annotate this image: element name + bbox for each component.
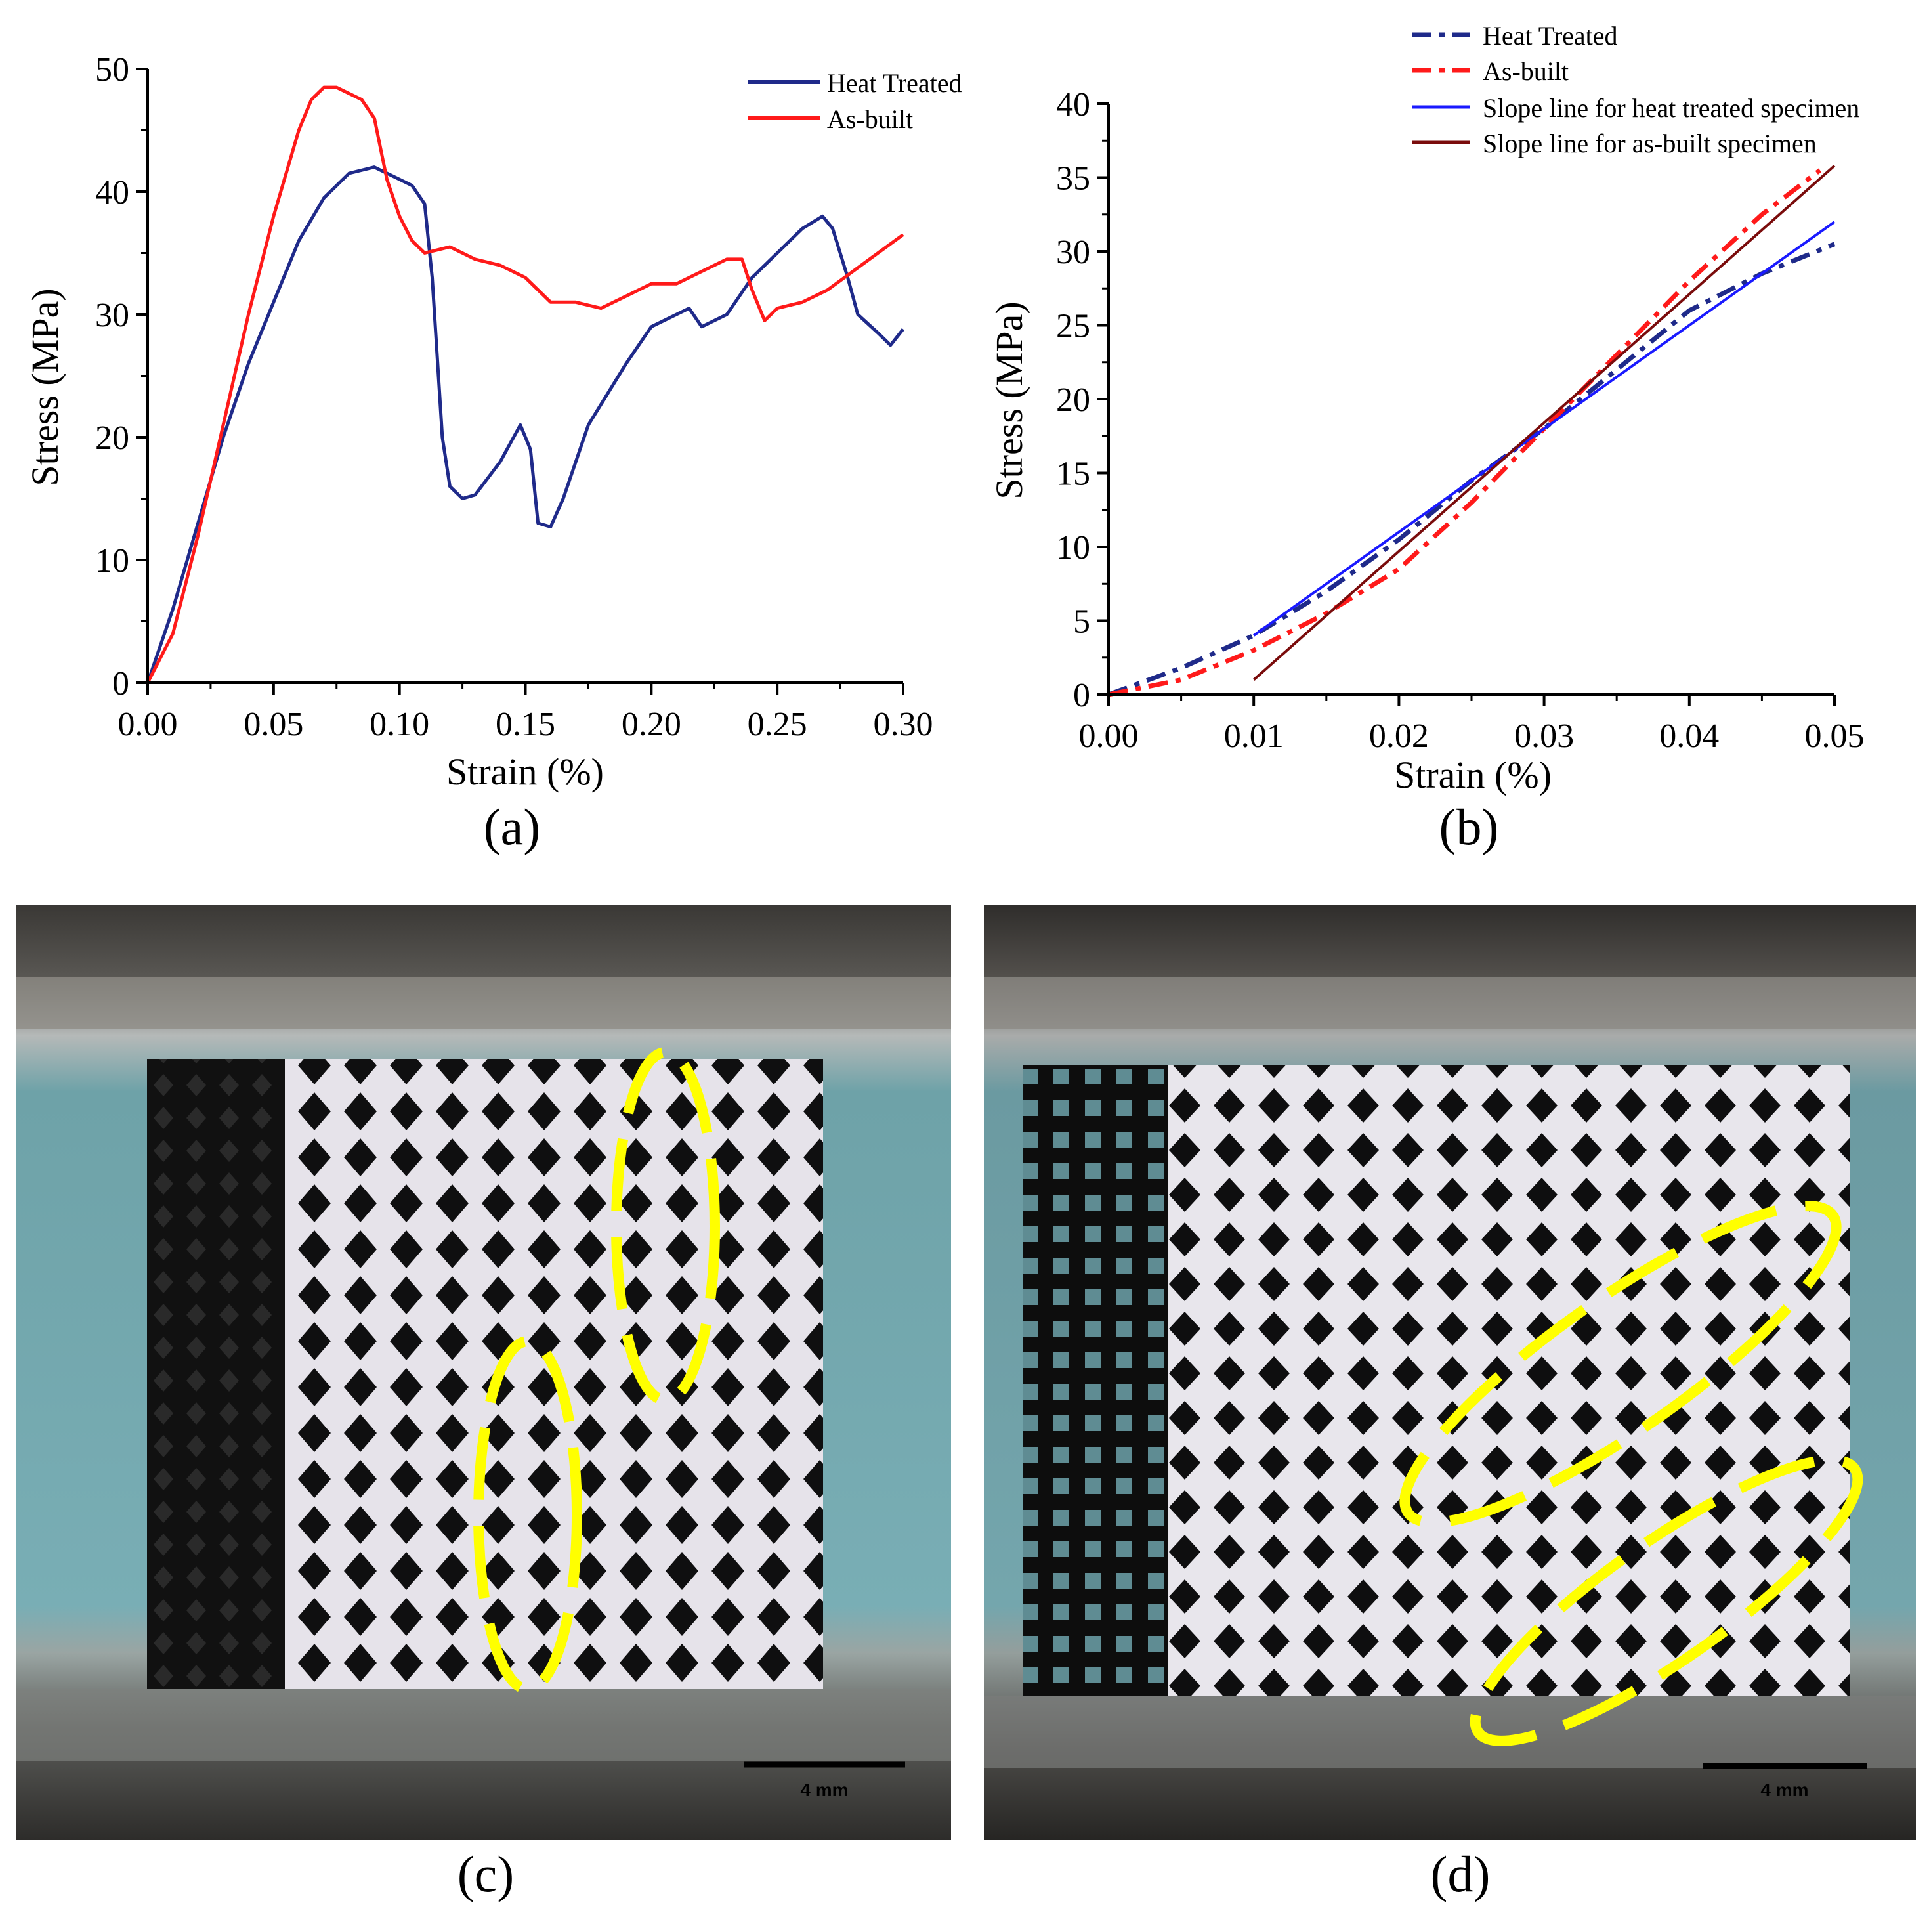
y-tick-label: 10 [95,542,129,580]
photo-c-top-plate [16,977,951,1029]
chart-a-ylabel: Stress (MPa) [24,288,66,486]
photo-d-highlight-lower [1470,1455,1863,1746]
y-tick-label: 0 [112,665,129,702]
x-tick-label: 0.03 [1514,718,1574,755]
x-tick-label: 0.05 [1805,718,1865,755]
photo-c-illustration: 4 mm [16,905,951,1840]
photo-c-scale-label: 4 mm [800,1780,848,1800]
chart-b-series [1107,165,1836,697]
photo-c: 4 mm [16,905,951,1840]
series-line-heat-treated [146,165,904,683]
chart-b-xlabel: Strain (%) [1394,754,1552,796]
photo-d-specimen [1168,1065,1850,1696]
legend-a-asbuilt-label: As-built [827,104,913,134]
chart-a-legend: Heat Treated As-built [748,68,962,134]
y-tick-label: 35 [1056,160,1090,198]
panel-label-b: (b) [1439,798,1499,855]
photo-d-specimen-shadow [1023,1065,1181,1696]
series-line-as-built [1108,168,1822,697]
legend-b-asbuilt-label: As-built [1483,56,1569,86]
x-tick-label: 0.15 [496,706,555,743]
y-tick-label: 20 [1056,381,1090,419]
y-tick-label: 20 [95,419,129,457]
panel-label-a: (a) [483,798,541,855]
legend-b-slope-asbuilt-label: Slope line for as-built specimen [1483,129,1817,158]
series-line-slope-line-for-heat-treated-specimen [1253,221,1836,637]
chart-a-xlabel: Strain (%) [446,750,604,793]
chart-a: 0.00 0.05 0.10 0.15 0.20 0.25 0.30 0 10 20 30 40 50… [24,51,962,793]
photo-d-scale-label: 4 mm [1760,1780,1808,1800]
photo-d-highlight-upper [1399,1201,1842,1528]
series-line-as-built [146,85,904,684]
y-tick-label: 5 [1073,603,1090,641]
x-tick-label: 0.00 [118,706,178,743]
x-tick-label: 0.30 [874,706,933,743]
y-tick-label: 0 [1073,677,1090,714]
y-tick-label: 40 [1056,86,1090,123]
series-line-slope-line-for-as-built-specimen [1252,165,1836,681]
photo-d-illustration: 4 mm [984,905,1916,1840]
legend-b-heat-label: Heat Treated [1483,21,1618,51]
panel-label-c: (c) [457,1845,515,1902]
y-tick-label: 50 [95,51,129,89]
x-tick-label: 0.01 [1224,718,1284,755]
photo-c-highlight-upper [611,1047,720,1406]
series-line-heat-treated [1107,242,1836,697]
x-tick-label: 0.10 [370,706,429,743]
y-tick-label: 30 [1056,234,1090,271]
chart-b-legend: Heat Treated As-built Slope line for hea… [1412,21,1859,158]
legend-b-slope-heat-label: Slope line for heat treated specimen [1483,93,1859,123]
x-tick-label: 0.05 [244,706,303,743]
y-tick-label: 40 [95,174,129,211]
y-tick-label: 10 [1056,529,1090,567]
x-tick-label: 0.04 [1659,718,1719,755]
chart-b-ylabel: Stress (MPa) [988,301,1030,499]
x-tick-label: 0.20 [622,706,681,743]
photo-c-highlight-lower [473,1336,582,1694]
y-tick-label: 15 [1056,456,1090,493]
legend-a-heat-label: Heat Treated [827,68,962,98]
y-tick-label: 30 [95,297,129,334]
photo-d: 4 mm [984,905,1916,1840]
x-tick-label: 0.02 [1369,718,1429,755]
chart-b: 0.00 0.01 0.02 0.03 0.04 0.05 0 5 10 15 20 25 30 35 4… [988,21,1865,796]
chart-a-series [146,85,904,684]
y-tick-label: 25 [1056,308,1090,345]
panel-label-d: (d) [1430,1845,1491,1902]
x-tick-label: 0.00 [1079,718,1139,755]
photo-c-specimen-shadow [147,1059,298,1689]
x-tick-label: 0.25 [748,706,807,743]
